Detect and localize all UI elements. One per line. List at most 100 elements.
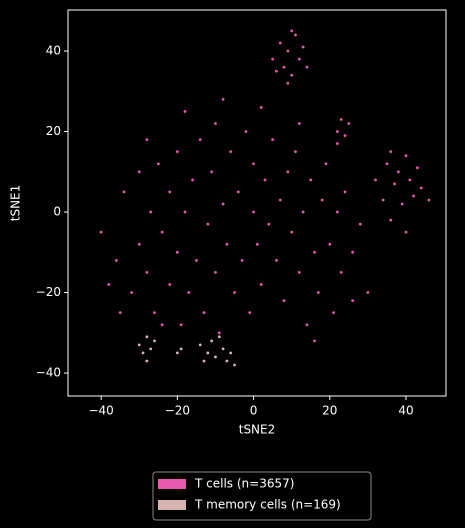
point (282, 65, 286, 69)
point (107, 283, 111, 286)
point (141, 351, 145, 355)
point (427, 198, 431, 202)
point (168, 190, 172, 194)
point (130, 291, 134, 294)
legend-swatch (158, 500, 186, 510)
point (202, 311, 206, 315)
point (290, 230, 294, 234)
point (324, 162, 328, 166)
point (191, 178, 195, 182)
point (114, 258, 118, 262)
point (351, 250, 355, 254)
point (210, 339, 214, 343)
y-axis-label: tSNE1 (9, 185, 23, 222)
point (297, 122, 301, 125)
point (225, 359, 229, 363)
point (297, 57, 301, 61)
point (416, 166, 419, 170)
point (206, 222, 210, 226)
x-axis-label: tSNE2 (239, 423, 276, 437)
point (275, 258, 278, 262)
point (336, 142, 339, 146)
point (263, 178, 267, 182)
point (381, 198, 385, 202)
y-tick-label: 0 (53, 205, 61, 219)
point (358, 222, 362, 226)
point (236, 190, 240, 194)
point (145, 335, 149, 339)
point (294, 33, 297, 37)
point (183, 210, 187, 214)
legend-swatch (158, 479, 186, 489)
x-tick-label: 0 (250, 404, 258, 418)
point (316, 291, 320, 294)
point (320, 198, 324, 202)
point (366, 291, 370, 294)
point (175, 351, 179, 355)
point (183, 110, 187, 113)
point (233, 291, 236, 294)
point (202, 359, 206, 363)
point (412, 194, 416, 198)
point (206, 351, 210, 355)
x-tick-label: 40 (398, 404, 413, 418)
point (214, 122, 217, 125)
point (297, 271, 301, 274)
point (99, 230, 103, 234)
point (393, 182, 396, 186)
point (240, 258, 244, 262)
point (419, 186, 423, 190)
point (339, 118, 343, 121)
point (404, 154, 408, 158)
point (286, 170, 290, 174)
point (343, 134, 347, 137)
point (221, 347, 225, 351)
point (149, 210, 153, 214)
point (187, 291, 191, 294)
legend-label: T cells (n=3657) (194, 477, 294, 491)
point (225, 242, 229, 246)
point (408, 178, 412, 182)
point (252, 210, 255, 214)
point (404, 230, 408, 234)
y-tick-label: −20 (36, 285, 61, 299)
point (336, 210, 339, 214)
point (175, 250, 179, 254)
point (336, 130, 339, 133)
point (305, 65, 309, 69)
legend-label: T memory cells (n=169) (194, 498, 341, 512)
point (195, 258, 198, 262)
point (282, 299, 286, 303)
y-tick-label: 40 (46, 44, 61, 58)
point (145, 138, 149, 142)
point (343, 190, 347, 194)
point (229, 351, 233, 355)
point (278, 41, 282, 45)
point (149, 347, 153, 351)
point (255, 242, 259, 246)
point (175, 150, 179, 154)
point (145, 359, 149, 363)
y-tick-label: 20 (46, 124, 61, 138)
point (267, 222, 271, 226)
point (271, 138, 275, 142)
point (400, 202, 404, 206)
point (118, 311, 122, 315)
point (221, 97, 225, 101)
point (389, 218, 393, 222)
point (198, 138, 202, 142)
point (122, 190, 126, 194)
point (305, 323, 309, 327)
point (217, 331, 221, 335)
point (313, 250, 316, 254)
y-tick-label: −40 (36, 366, 61, 380)
point (259, 106, 263, 109)
point (278, 198, 282, 202)
x-tick-label: −40 (88, 404, 113, 418)
point (137, 343, 141, 347)
point (153, 339, 156, 343)
point (168, 283, 172, 286)
point (339, 271, 343, 274)
